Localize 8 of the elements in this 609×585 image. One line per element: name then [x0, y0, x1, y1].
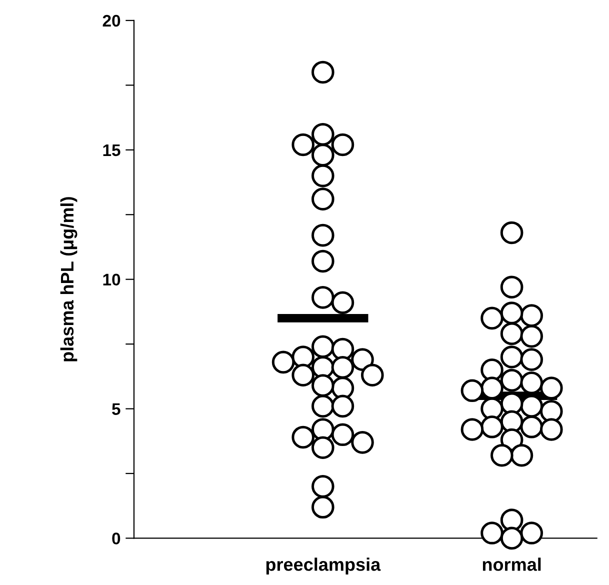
x-tick-label: preeclampsia: [266, 558, 381, 574]
y-tick-label: 20: [102, 14, 120, 27]
y-tick-label: 0: [112, 532, 120, 544]
y-axis-title: plasma hPL (μg/ml): [60, 197, 78, 362]
y-tick-label: 5: [112, 403, 120, 415]
y-tick-label: 15: [103, 144, 120, 156]
y-tick-label: 10: [103, 274, 120, 286]
x-tick-label: normal: [482, 558, 541, 571]
